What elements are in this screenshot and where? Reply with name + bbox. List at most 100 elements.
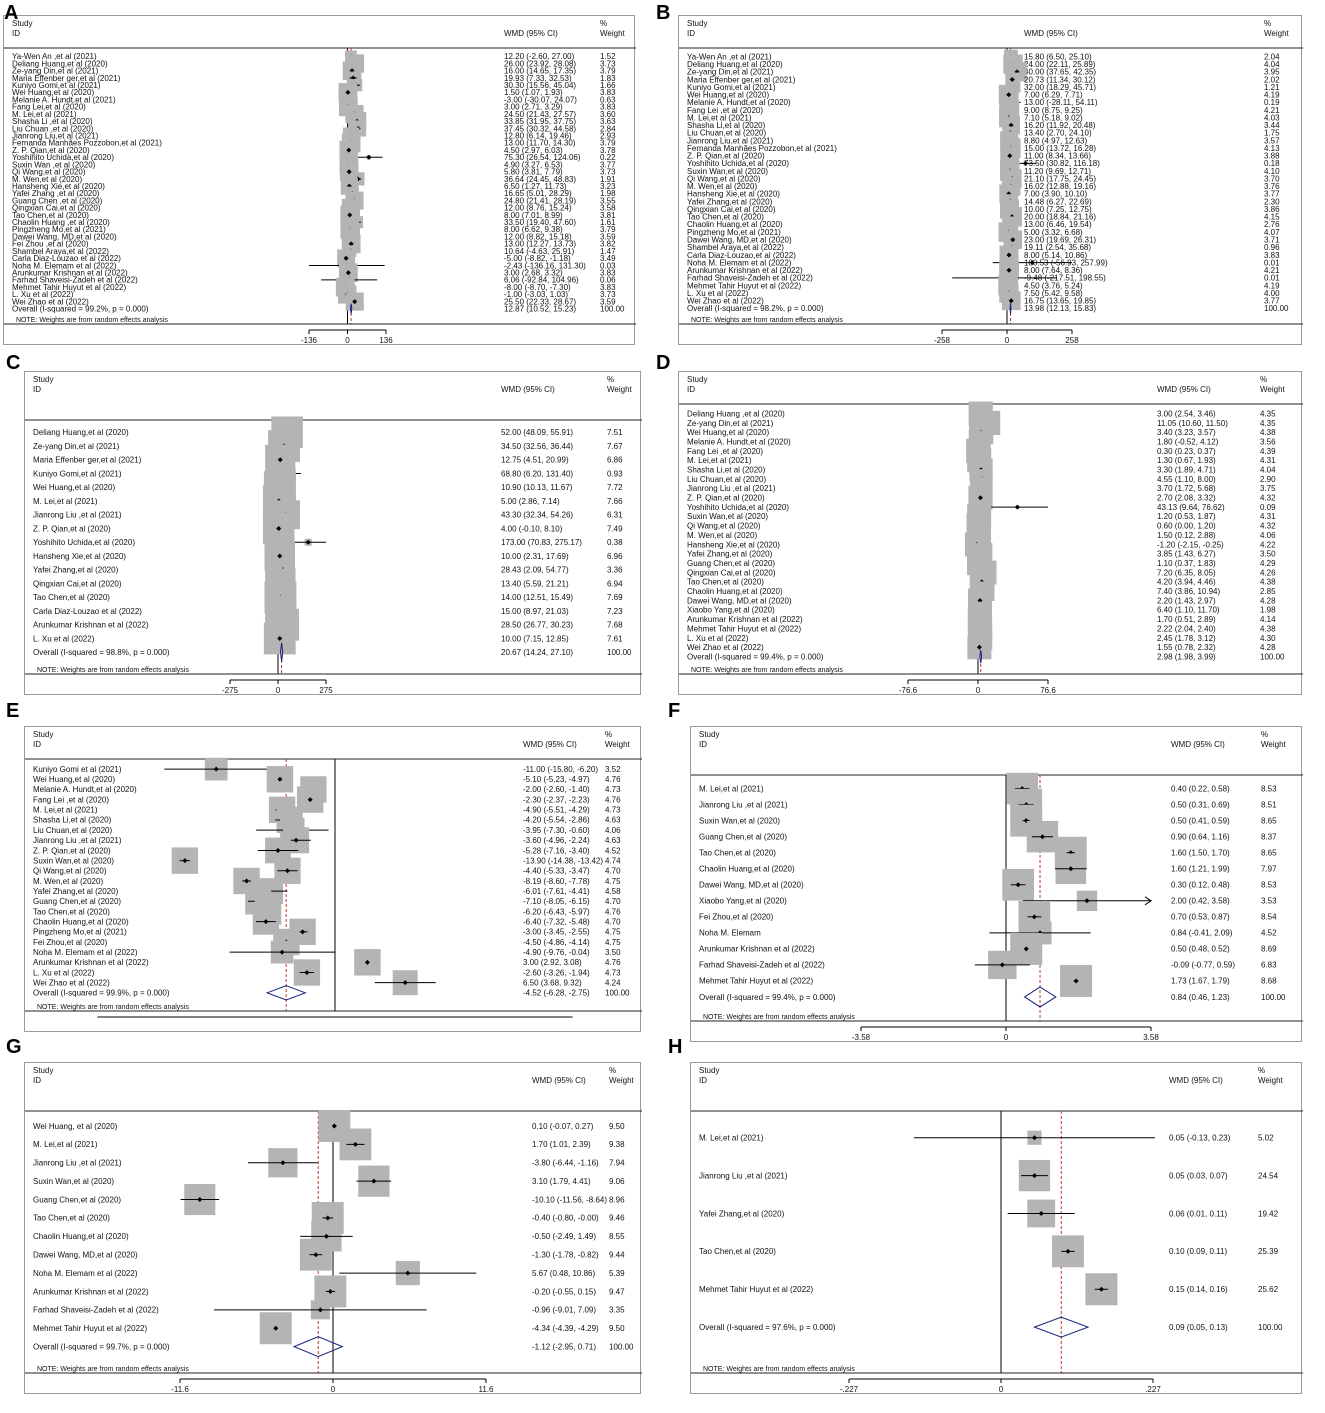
x-tick-label: 11.6	[479, 1385, 495, 1394]
study-weight: 7.72	[607, 483, 623, 492]
overall-label: Overall (I-squared = 99.7%, p = 0.000)	[33, 1342, 170, 1351]
header-wmd: WMD (95% CI)	[1024, 29, 1078, 38]
study-ci: 8.00 (7.01, 8.99)	[504, 211, 563, 220]
study-name: Wei Zhao et al (2022)	[33, 978, 110, 987]
point-estimate	[276, 526, 282, 531]
study-name: Yoshihito Uchida,et al (2020)	[687, 159, 789, 168]
study-ci: 20.00 (18.84, 21.16)	[1024, 213, 1096, 222]
study-name: M. Lei,et al (2021)	[699, 1134, 764, 1143]
study-ci: 7.20 (6.35, 8.05)	[1157, 568, 1216, 577]
point-estimate	[345, 270, 351, 276]
study-name: Maria Effenber ger,et al (2021)	[33, 456, 142, 465]
study-ci: 16.02 (12.88, 19.16)	[1024, 182, 1096, 191]
study-weight: 6.83	[1261, 961, 1277, 970]
point-estimate	[182, 858, 188, 864]
study-ci: 0.06 (0.01, 0.11)	[1169, 1209, 1227, 1218]
study-name: Yoshihito Uchida,et al (2020)	[12, 153, 114, 162]
study-ci: -2.60 (-3.26, -1.94)	[523, 968, 590, 977]
study-row: Noha M. Elemam et al (2022) 5.67 (0.48, 1…	[33, 1261, 625, 1286]
study-weight: 4.19	[1264, 281, 1280, 290]
study-ci: 20.73 (11.34, 30.12)	[1024, 75, 1096, 84]
study-name: Dawei Wang, MD,et al (2020)	[33, 1251, 138, 1260]
study-name: Qingxian Cai,et al (2020)	[12, 204, 101, 213]
study-weight: 3.88	[1264, 152, 1280, 161]
study-ci: 8.00 (6.62, 9.38)	[504, 225, 563, 234]
study-weight: 4.58	[605, 887, 621, 896]
study-name: Fei Zhou,et al (2020)	[699, 913, 774, 922]
study-weight: 3.59	[600, 232, 616, 241]
study-row: Z. P. Qian,et al (2020) 11.00 (8.34, 13.6…	[687, 146, 1280, 166]
study-name: Liu Chuan,et al (2020)	[687, 475, 767, 484]
study-weight: 4.70	[605, 897, 621, 906]
study-weight: 3.23	[600, 182, 616, 191]
header-id: ID	[33, 740, 41, 749]
study-name: Chaolin Huang,et al (2020)	[687, 220, 783, 229]
study-row: Hansheng Xie,et al (2020) 7.00 (3.90, 10.…	[687, 184, 1280, 204]
study-name: Maria Effenber ger,et al (2021)	[687, 75, 796, 84]
point-estimate	[213, 766, 219, 772]
study-weight: 0.01	[1264, 274, 1280, 283]
study-ci: 24.50 (21.43, 27.57)	[504, 110, 576, 119]
study-name: Qi Wang,et al (2020)	[687, 174, 761, 183]
study-row: Mehmet Tahir Huyut et al (2022) 1.73 (1.6…	[699, 964, 1277, 997]
point-estimate	[366, 154, 372, 160]
study-weight: 4.21	[1264, 106, 1280, 115]
study-weight: 4.35	[1260, 419, 1276, 428]
study-ci: 3.00 (2.92, 3.08)	[523, 958, 582, 967]
study-name: Kuniyo Gomi et al (2021)	[33, 765, 122, 774]
study-name: Shambel Araya,et al (2022)	[12, 247, 109, 256]
point-estimate	[1098, 1286, 1104, 1292]
study-weight: 7.66	[607, 497, 623, 506]
point-estimate	[197, 1197, 203, 1203]
study-name: Suxin Wan ,et al (2020)	[12, 160, 96, 169]
study-weight: 4.13	[1264, 144, 1280, 153]
study-ci: -4.34 (-4.39, -4.29)	[532, 1324, 599, 1333]
study-ci: 23.00 (19.69, 26.31)	[1024, 235, 1096, 244]
study-row: Fernanda Manhães Pozzobon,et al (2021) 15…	[687, 138, 1280, 158]
study-name: Guang Chen,et al (2020)	[33, 897, 121, 906]
study-weight: 3.73	[600, 290, 616, 299]
study-weight: 0.63	[600, 95, 616, 104]
study-name: Shasha Li,et al (2020)	[33, 816, 112, 825]
study-name: Fernanda Manhães Pozzobon,et al (2021)	[12, 139, 162, 148]
study-ci: 8.00 (7.64, 8.36)	[1024, 266, 1083, 275]
study-name: Ze-yang Din,et al (2021)	[33, 442, 120, 451]
header-pct: %	[1261, 730, 1268, 739]
study-name: Fang Lei ,et al (2020)	[687, 447, 763, 456]
study-weight: 19.42	[1258, 1209, 1279, 1218]
study-ci: -3.00 (-30.07, 24.07)	[504, 95, 577, 104]
study-name: Deliang Huang,et al (2020)	[12, 59, 108, 68]
study-ci: 3.00 (2.71, 3.29)	[504, 103, 563, 112]
study-weight: 9.38	[609, 1140, 625, 1149]
study-ci: 12.20 (-2.60, 27.00)	[504, 52, 575, 61]
study-row: Suxin Wan,et al (2020) -13.90 (-14.38, -1…	[33, 847, 621, 874]
point-estimate	[305, 539, 311, 545]
header-wmd: WMD (95% CI)	[501, 385, 555, 394]
study-ci: 2.45 (1.78, 3.12)	[1157, 634, 1216, 643]
study-name: Ze-yang Din,et al (2021)	[687, 68, 774, 77]
study-ci: -1.20 (-2.15, -0.25)	[1157, 540, 1224, 549]
study-row: Farhad Shaveisi-Zadeh et al (2022) -0.09 …	[699, 950, 1277, 980]
overall-diamond	[1023, 986, 1057, 1008]
point-estimate	[1008, 298, 1014, 304]
study-row: Wei Huang,et al (2020) 7.00 (6.29, 7.71) 4…	[687, 84, 1280, 105]
study-weight: 3.73	[600, 59, 616, 68]
point-estimate	[317, 1307, 323, 1313]
study-weight: 4.38	[1260, 428, 1276, 437]
study-name: Wei Zhao et al (2022)	[12, 297, 89, 306]
panel-label-e: E	[6, 700, 20, 722]
header-pct: %	[607, 375, 614, 384]
study-ci: 36.64 (24.45, 48.83)	[504, 175, 576, 184]
study-name: Farhad Shaveisi-Zadeh et al (2022)	[699, 961, 825, 970]
point-estimate	[977, 495, 983, 501]
study-weight: 4.75	[605, 938, 621, 947]
study-weight: 3.79	[600, 225, 616, 234]
overall-ci: 13.98 (12.13, 15.83)	[1024, 304, 1096, 313]
point-estimate	[1023, 160, 1029, 166]
x-tick-label: 258	[1065, 336, 1079, 345]
study-ci: 16.20 (11.92, 20.48)	[1024, 121, 1096, 130]
study-row: L. Xu et al (2022) 10.00 (7.15, 12.85) 7.6…	[33, 622, 623, 655]
study-name: Dawei Wang, MD,et al (2020)	[687, 596, 792, 605]
study-weight: 9.50	[609, 1324, 625, 1333]
x-tick-label: -76.6	[899, 686, 918, 695]
